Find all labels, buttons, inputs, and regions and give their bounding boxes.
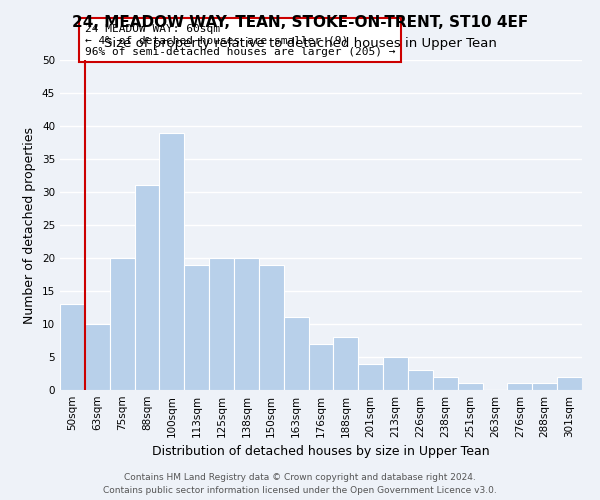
Bar [308, 344, 334, 390]
Bar [259, 264, 284, 390]
Bar [110, 258, 134, 390]
Bar [383, 357, 408, 390]
Bar [433, 377, 458, 390]
Bar [408, 370, 433, 390]
Text: 24 MEADOW WAY: 60sqm
← 4% of detached houses are smaller (9)
96% of semi-detache: 24 MEADOW WAY: 60sqm ← 4% of detached ho… [85, 24, 395, 56]
Bar [134, 186, 160, 390]
Bar [532, 384, 557, 390]
Bar [334, 337, 358, 390]
Bar [60, 304, 85, 390]
Bar [458, 384, 482, 390]
Bar [358, 364, 383, 390]
Bar [160, 132, 184, 390]
Bar [508, 384, 532, 390]
Bar [85, 324, 110, 390]
Text: Size of property relative to detached houses in Upper Tean: Size of property relative to detached ho… [104, 38, 496, 51]
Text: Contains HM Land Registry data © Crown copyright and database right 2024.: Contains HM Land Registry data © Crown c… [124, 474, 476, 482]
Text: 24, MEADOW WAY, TEAN, STOKE-ON-TRENT, ST10 4EF: 24, MEADOW WAY, TEAN, STOKE-ON-TRENT, ST… [72, 15, 528, 30]
Bar [234, 258, 259, 390]
X-axis label: Distribution of detached houses by size in Upper Tean: Distribution of detached houses by size … [152, 446, 490, 458]
Text: Contains public sector information licensed under the Open Government Licence v3: Contains public sector information licen… [103, 486, 497, 495]
Bar [557, 377, 582, 390]
Bar [184, 264, 209, 390]
Y-axis label: Number of detached properties: Number of detached properties [23, 126, 37, 324]
Bar [284, 318, 308, 390]
Bar [209, 258, 234, 390]
